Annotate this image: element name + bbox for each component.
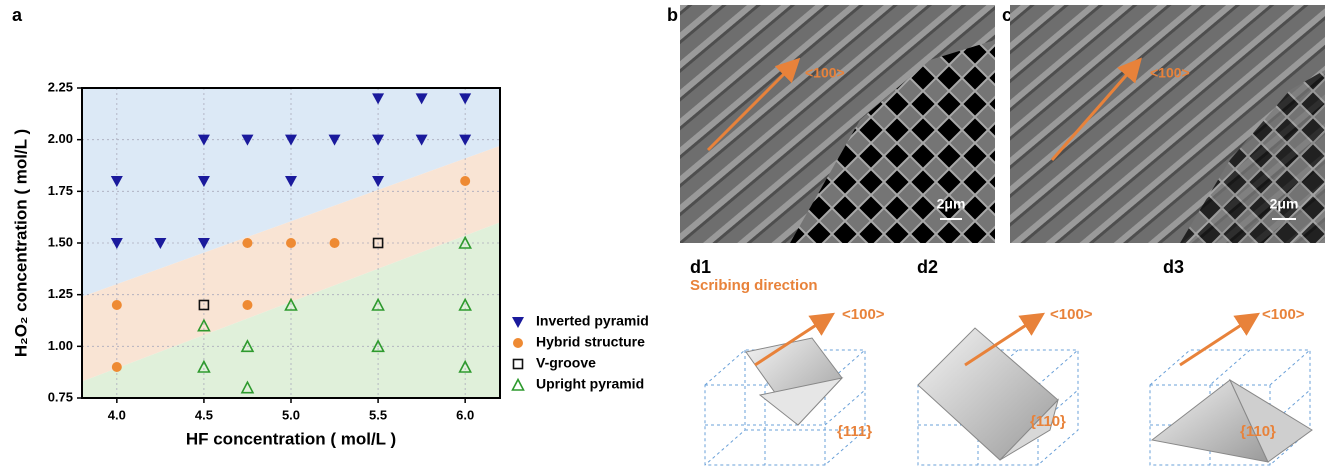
panel-label: d1	[690, 257, 711, 277]
y-tick-label: 1.25	[48, 286, 73, 301]
panel-label: d2	[917, 257, 938, 277]
legend-marker	[514, 360, 523, 369]
plane-label: {110}	[1240, 423, 1276, 440]
legend-marker	[513, 338, 523, 348]
y-tick-label: 1.75	[48, 183, 73, 198]
direction-label: <100>	[805, 65, 845, 81]
diagram-d1	[705, 316, 865, 465]
figure: a 0.75 1.00 1.25 1.50 1.75 2.00 2.25 4.0 4.5 5.0 5…	[0, 0, 1336, 467]
point	[242, 300, 252, 310]
diagram-d2	[918, 316, 1078, 465]
legend-marker	[513, 380, 524, 391]
y-tick-label: 2.25	[48, 79, 73, 94]
plane-label: {111}	[837, 423, 872, 440]
x-tick-label: 4.0	[108, 407, 126, 422]
point	[286, 238, 296, 248]
panel-label: a	[12, 5, 23, 25]
x-axis-label: HF concentration ( mol/L )	[186, 429, 396, 448]
point	[330, 238, 340, 248]
y-tick-label: 1.00	[48, 338, 73, 353]
point	[242, 238, 252, 248]
point	[460, 176, 470, 186]
direction-label: <100>	[1150, 65, 1190, 81]
direction-label: <100>	[842, 306, 885, 323]
scale-bar-label: 2μm	[937, 196, 966, 212]
scatter-chart: 0.75 1.00 1.25 1.50 1.75 2.00 2.25 4.0 4.5 5.0 5.5…	[48, 79, 649, 422]
diagram-d3	[1150, 316, 1312, 465]
annotation: Scribing direction	[690, 277, 818, 294]
panel-label: b	[667, 5, 678, 25]
y-axis-label: H₂O₂ concentration ( mol/L )	[11, 129, 30, 357]
x-tick-label: 5.0	[282, 407, 300, 422]
direction-label: <100>	[1262, 306, 1305, 323]
legend-label: Inverted pyramid	[536, 313, 649, 329]
y-tick-label: 2.00	[48, 131, 73, 146]
plane-label: {110}	[1030, 413, 1066, 430]
legend-label: Upright pyramid	[536, 376, 644, 392]
legend-marker	[512, 317, 524, 328]
legend-label: Hybrid structure	[536, 334, 645, 350]
point	[112, 362, 122, 372]
y-tick-label: 0.75	[48, 389, 73, 404]
x-tick-label: 5.5	[369, 407, 387, 422]
point	[112, 300, 122, 310]
x-tick-label: 6.0	[456, 407, 474, 422]
y-tick-label: 1.50	[48, 234, 73, 249]
legend-label: V-groove	[536, 355, 596, 371]
x-tick-label: 4.5	[195, 407, 213, 422]
panel-label: d3	[1163, 257, 1184, 277]
scale-bar-label: 2μm	[1270, 196, 1299, 212]
direction-label: <100>	[1050, 306, 1093, 323]
